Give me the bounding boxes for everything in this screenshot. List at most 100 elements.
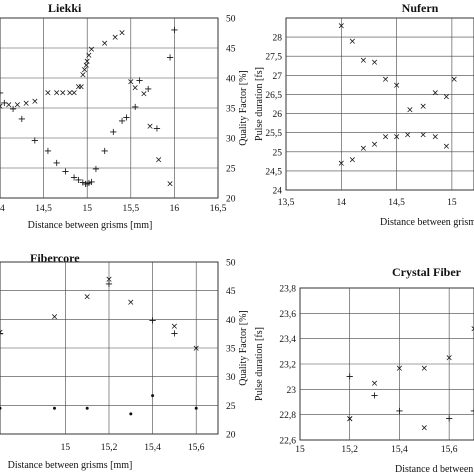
liekki-point-cross: ×: [77, 82, 85, 92]
liekki-point-cross: ×: [118, 28, 126, 38]
liekki-point-cross: ×: [59, 88, 67, 98]
fibercore-x-tick-label: 15,4: [144, 443, 161, 453]
nufern-x-tick-label: 13,5: [278, 198, 295, 208]
nufern-point-cross: ×: [443, 142, 451, 152]
fibercore-point-dot: [0, 406, 2, 410]
nufern-y-tick-label: 27: [273, 72, 283, 82]
liekki-y-tick-label: 45: [226, 45, 236, 55]
fibercore-point-plus: +: [0, 329, 4, 340]
nufern-point-cross: ×: [443, 92, 451, 102]
crystal-grid: [300, 288, 474, 440]
liekki-point-plus: +: [153, 123, 161, 134]
liekki-point-plus: +: [61, 167, 69, 178]
crystal-y-tick-label: 23,4: [279, 335, 296, 345]
liekki-x-tick-label: 15: [82, 204, 92, 214]
nufern-y-ticks: 24 24,5 25 25,5 26 26,5 27 27,5 28: [265, 34, 282, 197]
crystal-point-cross: ×: [371, 379, 379, 389]
nufern-point-cross: ×: [360, 144, 368, 154]
fibercore-point-cross: ×: [51, 312, 59, 322]
liekki-y-tick-label: 20: [226, 195, 236, 205]
fibercore-x-tick-label: 15,6: [188, 443, 205, 453]
liekki-point-cross: ×: [79, 70, 87, 80]
liekki-grid: [0, 18, 218, 198]
liekki-point-plus: +: [87, 177, 95, 188]
liekki-point-plus: +: [31, 135, 39, 146]
liekki-point-plus: +: [74, 175, 82, 186]
nufern-point-cross: ×: [349, 37, 357, 47]
crystal-point-plus: +: [395, 406, 403, 417]
liekki-point-cross: ×: [101, 39, 109, 49]
crystal-point-cross: ×: [421, 423, 429, 433]
liekki-y-tick-label: 25: [226, 165, 236, 175]
liekki-point-plus: +: [0, 98, 8, 109]
crystal-y-ticks: 22,6 22,8 23 23,2 23,4 23,6 23,8: [279, 285, 296, 447]
liekki-point-cross: ×: [127, 78, 135, 88]
crystal-y-tick-label: 23,8: [279, 285, 296, 295]
liekki-marks: ×××××××××××××××××××××××××××+++++++++++++…: [0, 25, 179, 190]
crystal-x-tick-label: 15,2: [341, 445, 358, 455]
fibercore-y-tick-label: 30: [226, 373, 236, 383]
liekki-point-cross: ×: [22, 99, 30, 109]
nufern-point-cross: ×: [371, 140, 379, 150]
liekki-point-plus: +: [170, 25, 178, 36]
fibercore-point-cross: ×: [127, 298, 135, 308]
nufern-title: Nufern: [402, 1, 439, 15]
liekki-point-plus: +: [70, 173, 78, 184]
crystal-point-plus: +: [346, 372, 354, 383]
fibercore-point-dot: [53, 406, 56, 410]
nufern-x-axis-label: Distance between grisms: [380, 217, 474, 228]
fibercore-grid: [0, 262, 218, 434]
crystal-title: Crystal Fiber: [392, 265, 462, 279]
nufern-y-axis-label: Pulse duration [fs]: [254, 67, 265, 141]
liekki-point-cross: ×: [85, 51, 93, 61]
fibercore-point-cross: ×: [105, 275, 113, 285]
crystal-x-axis-label: Distance d between: [395, 464, 473, 474]
crystal-point-cross: ×: [445, 354, 453, 364]
liekki-point-cross: ×: [111, 33, 119, 43]
fibercore-point-cross: ×: [0, 328, 4, 338]
nufern-point-cross: ×: [349, 155, 357, 165]
liekki-point-plus: +: [9, 104, 17, 115]
liekki-x-tick-label: 16,5: [210, 204, 227, 214]
fibercore-point-dot: [129, 412, 133, 416]
nufern-grid: [286, 18, 474, 190]
crystal-x-tick-label: 15,4: [391, 445, 408, 455]
liekki-point-cross: ×: [83, 57, 91, 67]
fibercore-y-tick-label: 45: [226, 287, 236, 297]
crystal-y-tick-label: 22,8: [279, 411, 296, 421]
liekki-point-cross: ×: [5, 100, 13, 110]
liekki-y2-axis-label: Quality Factor [%]: [238, 70, 249, 146]
nufern-point-cross: ×: [371, 58, 379, 68]
nufern-y-tick-label: 24: [273, 187, 283, 197]
liekki-point-cross: ×: [166, 180, 174, 190]
fibercore-y-tick-label: 50: [226, 259, 236, 269]
panel-fibercore: Fibercore 15 15,2 15,4 15,6 20253035404550 …: [0, 251, 249, 471]
fibercore-y-tick-label: 40: [226, 316, 236, 326]
liekki-point-plus: +: [166, 53, 174, 64]
liekki-y-tick-label: 35: [226, 105, 236, 115]
nufern-point-cross: ×: [338, 22, 346, 32]
liekki-point-cross: ×: [131, 84, 139, 94]
fibercore-y-tick-label: 20: [226, 431, 236, 441]
fibercore-point-dot: [194, 406, 198, 410]
nufern-x-tick-label: 14: [337, 198, 347, 208]
nufern-x-tick-label: 15: [447, 198, 457, 208]
crystal-point-cross: ×: [396, 364, 404, 374]
nufern-point-cross: ×: [432, 89, 440, 99]
nufern-point-cross: ×: [450, 75, 458, 85]
nufern-y-tick-label: 28: [273, 34, 283, 44]
fibercore-point-cross: ×: [171, 322, 179, 332]
liekki-point-cross: ×: [44, 88, 52, 98]
liekki-point-plus: +: [18, 114, 26, 125]
fibercore-point-cross: ×: [192, 344, 200, 354]
crystal-point-cross: ×: [346, 414, 354, 424]
liekki-point-cross: ×: [70, 88, 78, 98]
nufern-point-cross: ×: [360, 56, 368, 66]
fibercore-point-plus: +: [170, 329, 178, 340]
liekki-point-cross: ×: [140, 90, 148, 100]
crystal-point-cross: ×: [470, 325, 474, 335]
liekki-point-plus: +: [135, 75, 143, 86]
nufern-point-cross: ×: [393, 132, 401, 142]
liekki-point-cross: ×: [0, 102, 4, 112]
liekki-point-cross: ×: [14, 100, 22, 110]
